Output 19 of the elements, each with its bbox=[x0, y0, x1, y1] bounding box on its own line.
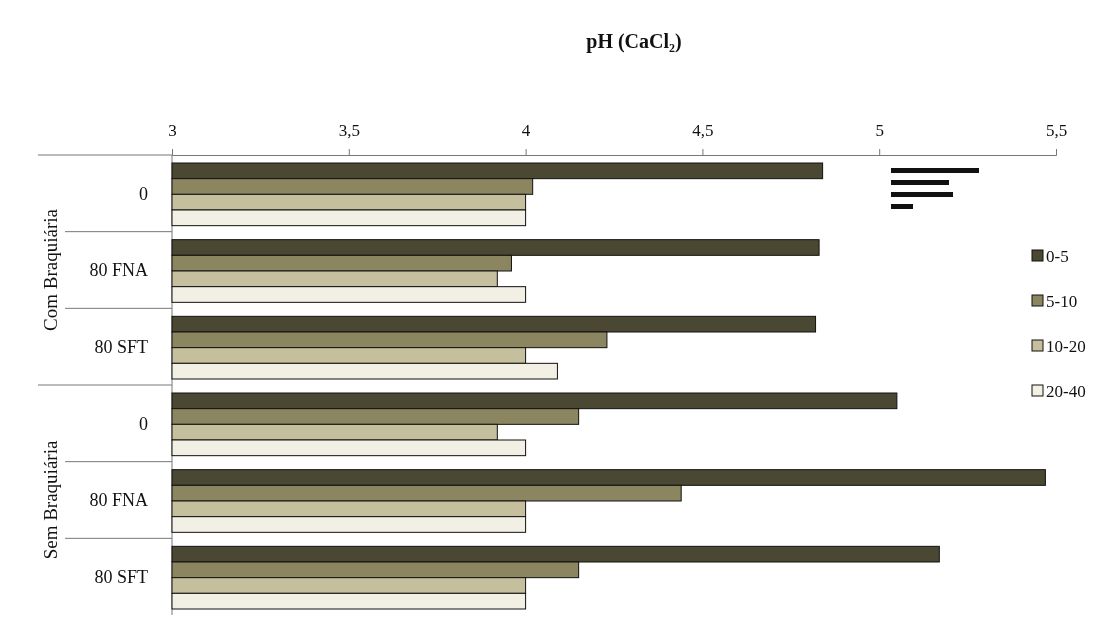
y-tick-label: 0 bbox=[139, 413, 148, 434]
text: Sem Braquiária bbox=[39, 440, 61, 560]
x-tick-label: 5 bbox=[875, 120, 884, 140]
y-tick-label: 80 SFT bbox=[94, 336, 148, 357]
y-tick-label: 80 FNA bbox=[89, 260, 148, 281]
x-tick-label: 3 bbox=[168, 120, 177, 140]
x-tick-label: 5,5 bbox=[1045, 120, 1068, 140]
y-tick-label: 0 bbox=[139, 183, 148, 204]
y-tick-label: 80 FNA bbox=[89, 490, 148, 511]
legend-label: 20-40 bbox=[1046, 381, 1086, 401]
legend-label: 10-20 bbox=[1046, 336, 1086, 356]
text: Com Braquiária bbox=[39, 208, 61, 331]
legend-label: 5-10 bbox=[1046, 291, 1078, 311]
chart-title: pH (CaCl₂) bbox=[586, 30, 682, 53]
x-tick-label: 3,5 bbox=[338, 120, 360, 140]
legend-label: 0-5 bbox=[1046, 246, 1069, 266]
x-tick-label: 4 bbox=[521, 120, 531, 140]
y-tick-label: 80 SFT bbox=[94, 566, 148, 587]
x-tick-label: 4,5 bbox=[692, 120, 714, 140]
